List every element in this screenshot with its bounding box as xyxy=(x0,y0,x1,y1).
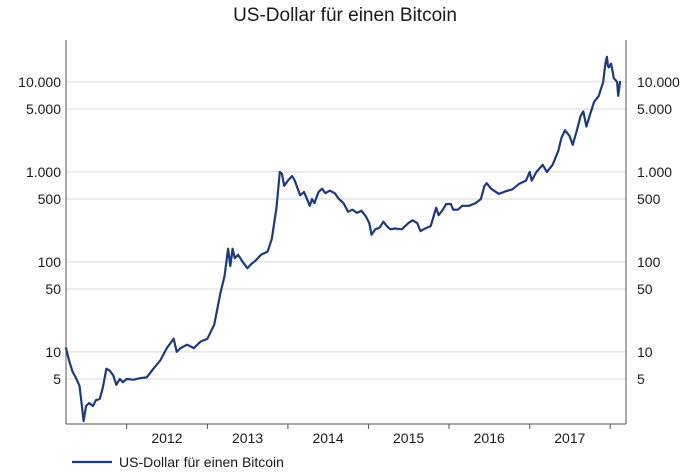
x-tick-label: 2012 xyxy=(151,430,182,446)
x-tick-label: 2013 xyxy=(232,430,263,446)
y-tick-label-left: 1.000 xyxy=(26,164,61,180)
x-axis-labels: 2012 2013 2014 2015 2016 2017 xyxy=(151,430,585,446)
y-axis-right-labels: 10.000 5.000 1.000 500 100 50 10 5 xyxy=(637,74,680,387)
y-tick-label-right: 10 xyxy=(637,344,653,360)
grid-lines xyxy=(66,81,626,380)
y-tick-label-left: 10 xyxy=(45,344,61,360)
y-axis-left-labels: 10.000 5.000 1.000 500 100 50 10 5 xyxy=(18,74,61,387)
legend: US-Dollar für einen Bitcoin xyxy=(72,454,284,470)
y-tick-label-left: 5 xyxy=(53,371,61,387)
series-layer xyxy=(64,55,622,423)
axes xyxy=(65,40,627,429)
x-tick-label: 2016 xyxy=(474,430,505,446)
y-tick-label-right: 500 xyxy=(637,191,661,207)
x-tick-label: 2014 xyxy=(312,430,343,446)
y-tick-label-left: 500 xyxy=(38,191,62,207)
chart-title: US-Dollar für einen Bitcoin xyxy=(233,5,457,26)
y-tick-label-right: 50 xyxy=(637,281,653,297)
y-tick-label-right: 5.000 xyxy=(637,101,672,117)
y-tick-label-left: 100 xyxy=(38,254,62,270)
y-tick-label-left: 10.000 xyxy=(18,74,61,90)
x-tick-label: 2015 xyxy=(393,430,424,446)
series-line-0 xyxy=(64,55,622,423)
legend-label: US-Dollar für einen Bitcoin xyxy=(119,454,284,470)
y-tick-label-left: 5.000 xyxy=(26,101,61,117)
y-tick-label-right: 100 xyxy=(637,254,661,270)
y-tick-label-right: 5 xyxy=(637,371,645,387)
y-tick-label-left: 50 xyxy=(45,281,61,297)
y-tick-label-right: 1.000 xyxy=(637,164,672,180)
y-tick-label-right: 10.000 xyxy=(637,74,680,90)
x-tick-label: 2017 xyxy=(554,430,585,446)
